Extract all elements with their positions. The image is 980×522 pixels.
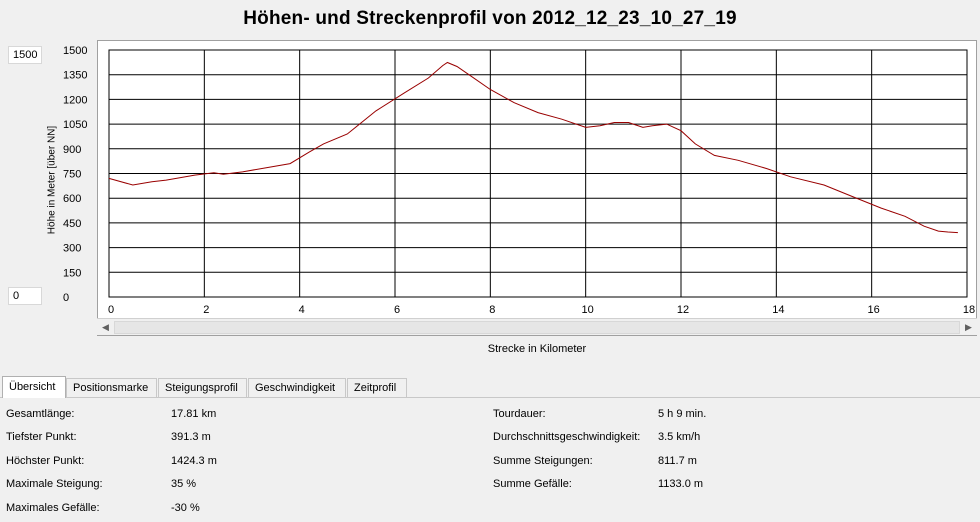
tab-bar: Übersicht Positionsmarke Steigungsprofil… [0,376,980,398]
y-tick-label: 0 [63,292,69,304]
stat-value: 811.7 m [658,455,697,467]
stat-value: 5 h 9 min. [658,408,707,420]
x-tick-label: 0 [108,304,114,316]
stat-label: Summe Gefälle: [493,478,572,490]
x-tick-label: 16 [868,304,880,316]
stat-value: 1133.0 m [658,478,704,490]
stat-label: Durchschnittsgeschwindigkeit: [493,431,641,443]
scroll-right-icon[interactable]: ▶ [960,319,977,335]
tab-speed[interactable]: Geschwindigkeit [248,378,346,397]
y-tick-label: 750 [63,169,81,181]
x-tick-label: 14 [772,304,784,316]
stat-value: 1424.3 m [171,455,217,467]
tab-overview[interactable]: Übersicht [2,376,66,398]
stat-label: Gesamtlänge: [6,408,75,420]
x-tick-label: 12 [677,304,689,316]
window-title: Höhen- und Streckenprofil von 2012_12_23… [243,8,737,29]
horizontal-scrollbar[interactable]: ◀ ▶ [97,318,977,335]
stat-value: 35 % [171,478,197,490]
y-tick-label: 1050 [63,119,87,131]
x-tick-label: 6 [394,304,400,316]
x-axis-title: Strecke in Kilometer [487,343,587,355]
scroll-left-icon[interactable]: ◀ [97,319,114,335]
y-tick-label: 600 [63,193,81,205]
scroll-thumb[interactable] [114,321,960,334]
y-tick-label: 450 [63,218,81,230]
stat-label: Tiefster Punkt: [6,431,77,443]
stat-value: 17.81 km [171,408,217,420]
y-min-input[interactable]: 0 [8,287,42,305]
y-max-input[interactable]: 1500 [8,46,42,64]
elevation-chart: 0 2 4 6 8 10 12 14 16 18 0 150 300 450 600 750 900 1050 12… [63,45,975,316]
stat-label: Maximale Steigung: [6,478,103,490]
tab-divider [0,397,980,398]
y-tick-label: 1350 [63,70,87,82]
y-tick-label: 1500 [63,45,87,57]
tab-time-profile[interactable]: Zeitprofil [347,378,407,397]
stat-label: Maximales Gefälle: [6,502,100,514]
y-tick-label: 150 [63,267,81,279]
y-tick-label: 300 [63,243,81,255]
x-tick-label: 18 [963,304,975,316]
stat-value: 3.5 km/h [658,431,701,443]
x-tick-label: 4 [299,304,305,316]
x-tick-label: 10 [582,304,594,316]
x-tick-label: 8 [489,304,495,316]
stat-value: 391.3 m [171,431,211,443]
overview-panel: Gesamtlänge: 17.81 km Tiefster Punkt: 39… [0,398,980,522]
tab-position-marker[interactable]: Positionsmarke [66,378,157,397]
stat-label: Tourdauer: [493,408,546,420]
x-tick-label: 2 [203,304,209,316]
stat-label: Summe Steigungen: [493,455,593,467]
stat-label: Höchster Punkt: [6,455,85,467]
stat-value: -30 % [171,502,200,514]
y-tick-label: 900 [63,144,81,156]
tab-gradient-profile[interactable]: Steigungsprofil [158,378,247,397]
elevation-line [108,61,958,234]
y-tick-label: 1200 [63,94,87,106]
